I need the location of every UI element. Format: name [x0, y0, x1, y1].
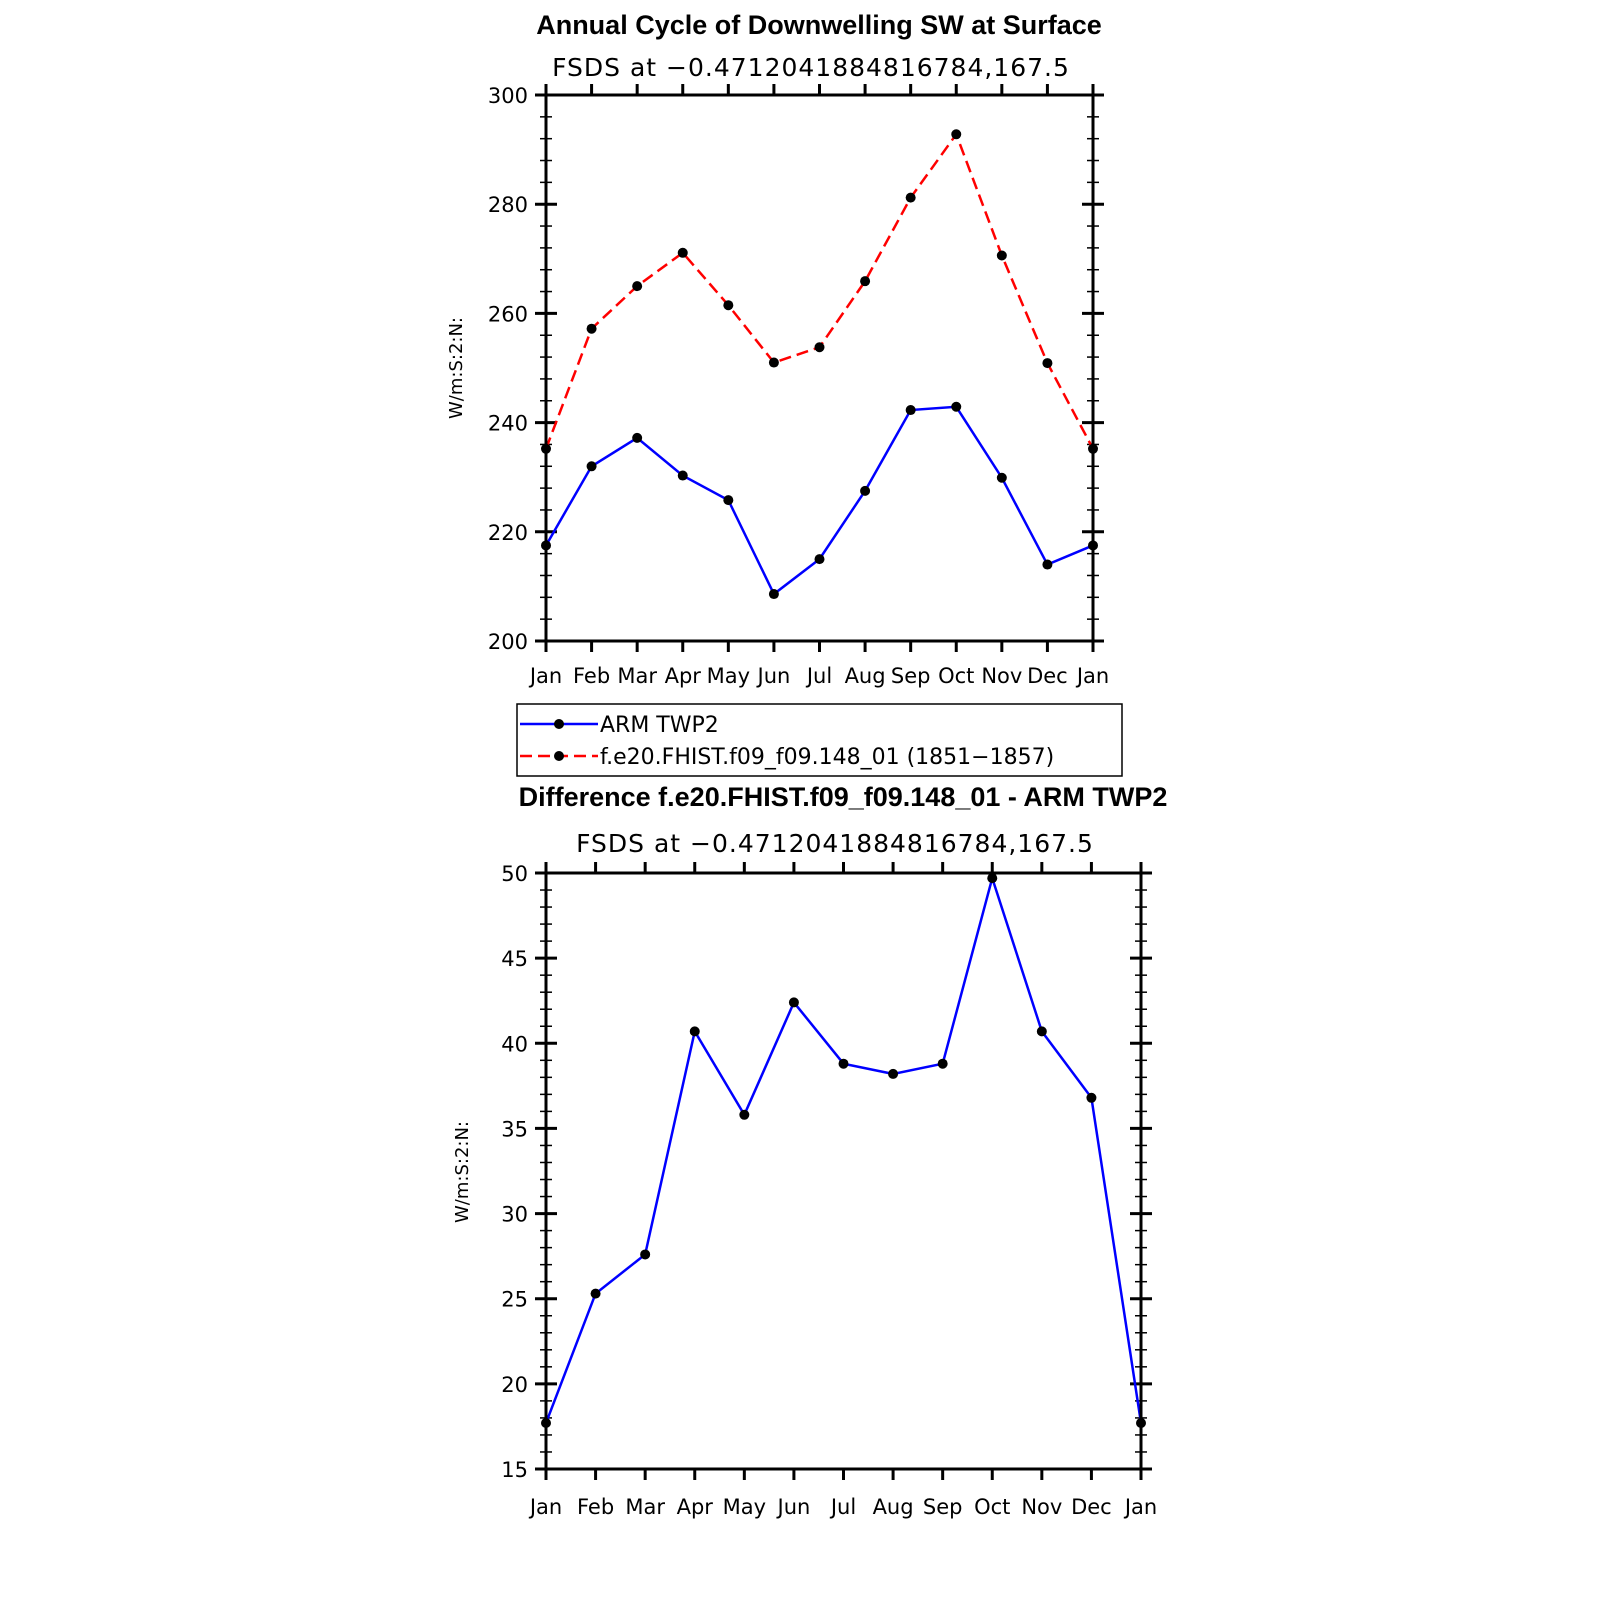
x-tick-label: May — [723, 1495, 766, 1519]
series-1-point — [723, 300, 734, 311]
x-tick-label: Apr — [665, 664, 702, 688]
series-0-point — [677, 470, 688, 481]
y-axis-label: W/m:S:2:N: — [446, 317, 467, 419]
x-tick-label: Jul — [829, 1495, 856, 1519]
series-0-point — [640, 1249, 651, 1260]
x-tick-label: Jun — [756, 664, 791, 688]
series-line-0 — [544, 405, 1094, 596]
series-0-point — [788, 997, 799, 1008]
series-0-point — [1036, 1026, 1047, 1037]
x-tick-label: Feb — [573, 664, 610, 688]
series-1-point — [951, 129, 962, 140]
y-tick-label: 35 — [501, 1117, 528, 1141]
series-0-point — [987, 873, 998, 884]
series-0-point — [814, 554, 825, 565]
series-1-point — [677, 247, 688, 258]
y-tick-label: 45 — [501, 947, 528, 971]
x-tick-label: Oct — [974, 1495, 1010, 1519]
y-tick-label: 25 — [501, 1288, 528, 1312]
series-0-point — [860, 485, 871, 496]
series-0-point — [689, 1026, 700, 1037]
y-tick-label: 20 — [501, 1373, 528, 1397]
series-1-point — [814, 342, 825, 353]
annual-cycle-chart: Annual Cycle of Downwelling SW at Surfac… — [446, 10, 1109, 688]
y-tick-label: 240 — [488, 412, 528, 436]
chart-subtitle: FSDS at −0.4712041884816784,167.5 — [576, 829, 1094, 858]
chart-title: Annual Cycle of Downwelling SW at Surfac… — [536, 10, 1102, 40]
series-1-point — [860, 276, 871, 287]
y-tick-label: 40 — [501, 1032, 528, 1056]
series-0-point — [768, 589, 779, 600]
x-tick-label: Mar — [625, 1495, 665, 1519]
y-tick-label: 30 — [501, 1203, 528, 1227]
x-tick-label: Aug — [873, 1495, 914, 1519]
x-tick-label: Jan — [528, 1495, 562, 1519]
x-tick-label: Dec — [1071, 1495, 1112, 1519]
x-tick-label: Jul — [805, 664, 832, 688]
series-1-point — [768, 357, 779, 368]
series-1-point — [1042, 358, 1053, 369]
series-1-point — [586, 323, 597, 334]
x-tick-label: Feb — [577, 1495, 614, 1519]
series-1-point — [632, 281, 643, 292]
series-0-point — [838, 1058, 849, 1069]
plot-frame — [544, 871, 1143, 1471]
series-1-point — [996, 250, 1007, 261]
x-tick-label: Jan — [1075, 664, 1109, 688]
chart-subtitle: FSDS at −0.4712041884816784,167.5 — [552, 53, 1070, 82]
y-tick-label: 15 — [501, 1458, 528, 1482]
series-0-point — [905, 405, 916, 416]
x-tick-label: May — [707, 664, 750, 688]
chart-title: Difference f.e20.FHIST.f09_f09.148_01 - … — [519, 782, 1168, 812]
y-tick-label: 280 — [488, 193, 528, 217]
x-tick-label: Apr — [677, 1495, 714, 1519]
plot-frame — [544, 93, 1095, 643]
x-tick-label: Oct — [938, 664, 974, 688]
x-tick-label: Dec — [1027, 664, 1068, 688]
x-tick-label: Aug — [845, 664, 886, 688]
series-0-point — [632, 432, 643, 443]
series-0-point — [723, 495, 734, 506]
series-line-1 — [544, 131, 1095, 450]
x-tick-label: Nov — [1021, 1495, 1062, 1519]
legend-entry-model: f.e20.FHIST.f09_f09.148_01 (1851−1857) — [600, 745, 1054, 770]
series-0-point — [1086, 1092, 1097, 1103]
y-tick-label: 220 — [488, 521, 528, 545]
x-tick-label: Mar — [617, 664, 657, 688]
series-0-point — [1042, 559, 1053, 570]
series-0-point — [996, 472, 1007, 483]
legend: ARM TWP2 f.e20.FHIST.f09_f09.148_01 (185… — [516, 703, 1123, 777]
series-0-point — [739, 1109, 750, 1120]
x-tick-label: Sep — [923, 1495, 963, 1519]
legend-entry-arm: ARM TWP2 — [600, 713, 719, 738]
series-0-point — [590, 1288, 601, 1299]
difference-chart: Difference f.e20.FHIST.f09_f09.148_01 - … — [452, 782, 1167, 1519]
y-tick-label: 50 — [501, 862, 528, 886]
legend-box — [516, 703, 1123, 777]
y-tick-label: 260 — [488, 302, 528, 326]
x-tick-label: Jan — [1123, 1495, 1157, 1519]
series-0-point — [951, 401, 962, 412]
y-tick-label: 300 — [488, 84, 528, 108]
legend-marker-model — [554, 751, 564, 761]
x-tick-label: Jun — [776, 1495, 811, 1519]
series-0-point — [586, 461, 597, 472]
series-0-point — [937, 1058, 948, 1069]
series-1-point — [905, 192, 916, 203]
x-tick-label: Nov — [981, 664, 1022, 688]
series-0-point — [888, 1068, 899, 1079]
legend-marker-arm — [554, 719, 564, 729]
x-tick-label: Jan — [528, 664, 562, 688]
y-axis-label: W/m:S:2:N: — [452, 1121, 473, 1223]
y-tick-label: 200 — [488, 630, 528, 654]
series-line-0 — [544, 873, 1143, 1424]
x-tick-label: Sep — [891, 664, 931, 688]
